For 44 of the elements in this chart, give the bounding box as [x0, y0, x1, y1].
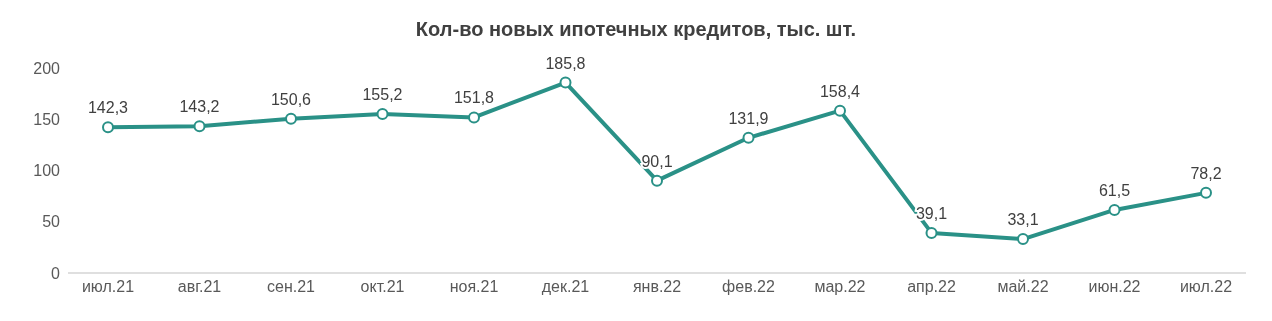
y-tick-label: 100 [33, 162, 61, 180]
x-tick-label: ноя.21 [449, 278, 499, 296]
y-tick-label: 0 [51, 264, 61, 282]
data-label: 151,8 [453, 89, 495, 107]
point [102, 121, 114, 134]
data-label: 33,1 [1007, 211, 1039, 229]
x-tick-label: июл.21 [81, 278, 135, 296]
x-tick-label: мар.22 [814, 278, 866, 296]
point [834, 104, 846, 117]
data-label: 61,5 [1098, 181, 1131, 199]
data-label: 90,1 [641, 152, 673, 170]
point [1200, 186, 1212, 199]
point [468, 111, 480, 124]
data-label: 155,2 [362, 85, 403, 103]
data-label: 158,4 [819, 82, 861, 100]
point [1108, 203, 1121, 216]
x-tick-label: фев.22 [722, 278, 775, 296]
point [376, 107, 389, 120]
data-label: 142,3 [87, 99, 129, 117]
x-tick-label: июн.22 [1088, 278, 1141, 296]
x-tick-label: окт.21 [360, 278, 405, 296]
point [559, 76, 572, 89]
x-tick-label: апр.22 [907, 278, 956, 296]
chart-title: Кол-во новых ипотечных кредитов, тыс. шт. [414, 17, 858, 42]
data-label: 185,8 [545, 54, 586, 72]
data-label: 78,2 [1190, 164, 1222, 182]
y-tick-label: 50 [42, 213, 61, 231]
x-tick-label: авг.21 [177, 278, 222, 296]
point [285, 112, 297, 125]
x-tick-label: янв.22 [632, 278, 682, 296]
y-tick-label: 200 [33, 59, 61, 77]
data-label: 131,9 [728, 109, 769, 127]
x-tick-label: дек.21 [541, 278, 590, 296]
x-tick-label: сен.21 [267, 278, 316, 296]
data-label: 143,2 [179, 98, 220, 116]
point [742, 131, 755, 144]
x-tick-label: июл.22 [1179, 278, 1233, 296]
data-label: 150,6 [270, 90, 312, 108]
point [925, 226, 938, 239]
y-tick-label: 150 [33, 110, 61, 128]
point [193, 120, 206, 133]
point [1017, 233, 1029, 246]
point [651, 174, 663, 187]
x-tick-label: май.22 [997, 278, 1049, 296]
